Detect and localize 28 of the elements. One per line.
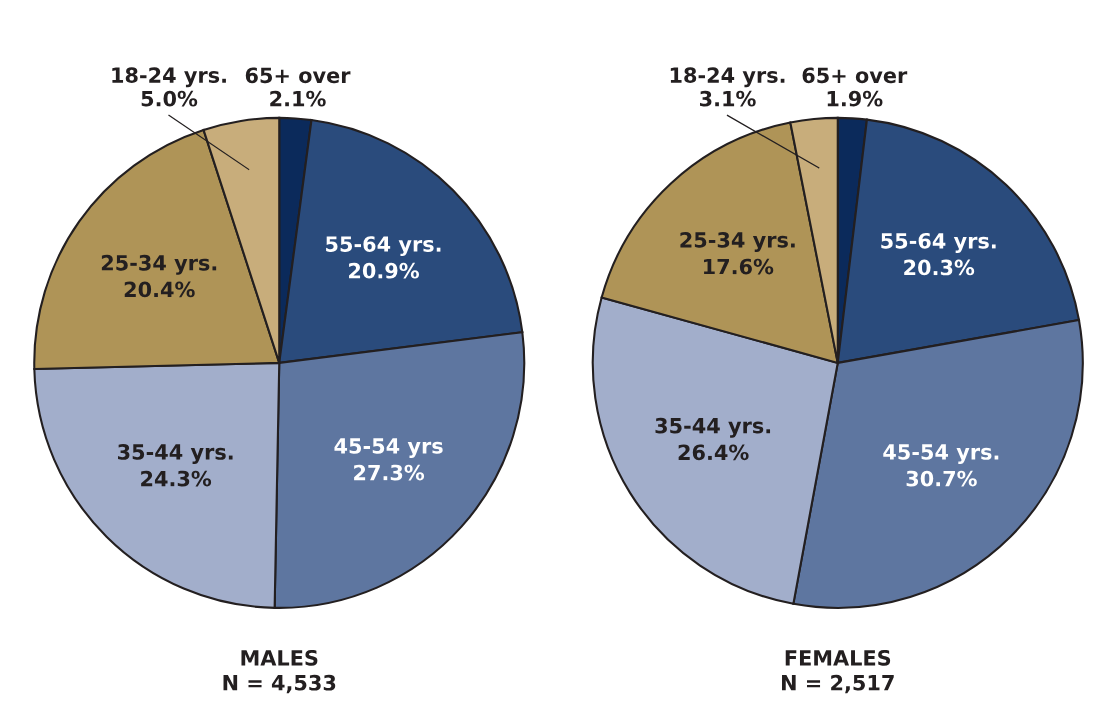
data-label: 20.4% bbox=[124, 281, 195, 298]
data-label: 26.4% bbox=[678, 444, 749, 461]
text: MALES bbox=[241, 649, 318, 666]
data-label: 20.3% bbox=[904, 259, 975, 276]
slice-label: 18-24 yrs. bbox=[670, 67, 785, 88]
data-label: 30.7% bbox=[906, 470, 977, 487]
slice-label: 55-64 yrs. bbox=[881, 232, 996, 253]
slice-label: 45-54 yrs. bbox=[883, 444, 999, 464]
data-label: 2.1% bbox=[270, 90, 326, 107]
slice-label: 25-34 yrs. bbox=[680, 231, 795, 252]
slice-label: 55-64 yrs. bbox=[326, 236, 441, 257]
data-label: 17.6% bbox=[704, 258, 774, 275]
slice-label: 45-54 yrs bbox=[334, 438, 443, 458]
data-label: 24.3% bbox=[141, 470, 212, 487]
slice-label: 35-44 yrs. bbox=[655, 417, 771, 438]
text: N = 2,517 bbox=[782, 674, 894, 694]
data-label: 1.9% bbox=[827, 90, 883, 107]
slice-label: 65+ over bbox=[245, 67, 351, 84]
data-label: 27.3% bbox=[354, 464, 425, 481]
text: N = 4,533 bbox=[223, 674, 336, 694]
slice-label: 35-44 yrs. bbox=[118, 444, 233, 464]
data-label: 3.1% bbox=[700, 90, 756, 107]
slice-label: 18-24 yrs. bbox=[112, 67, 226, 88]
data-label: 5.0% bbox=[141, 90, 198, 107]
data-label: 20.9% bbox=[349, 262, 419, 279]
text: FEMALES bbox=[785, 649, 891, 666]
slice-label: 25-34 yrs. bbox=[101, 254, 217, 275]
slice-label: 65+ over bbox=[802, 67, 908, 84]
